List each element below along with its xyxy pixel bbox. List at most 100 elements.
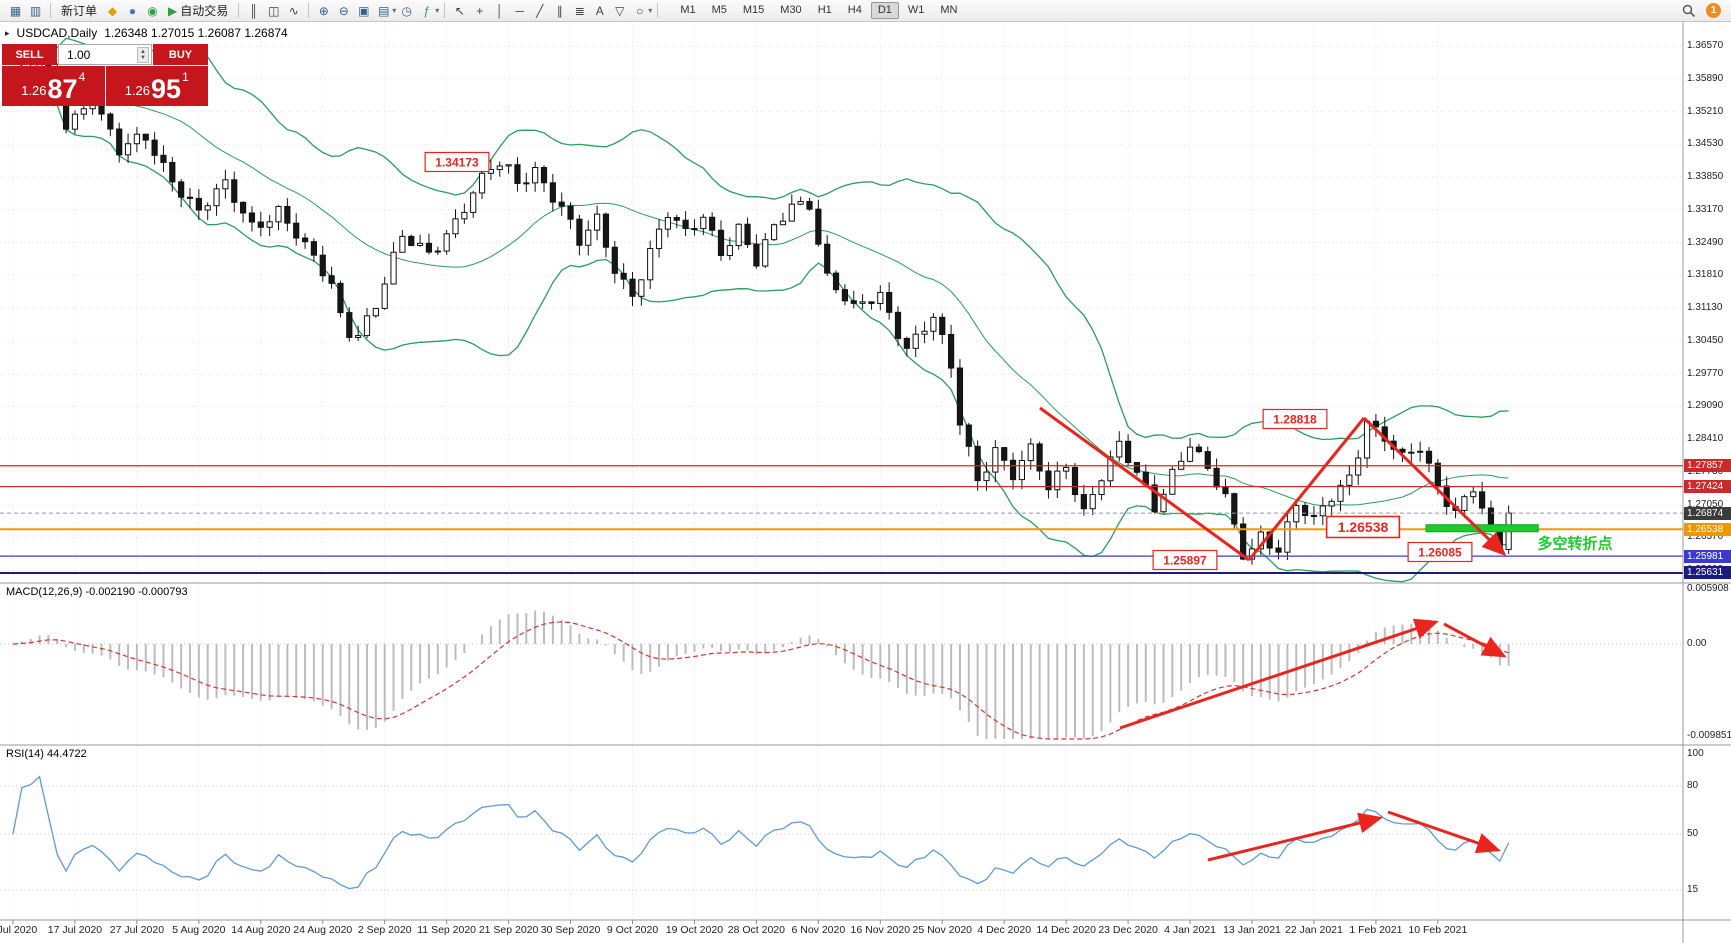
zoom-in-icon[interactable]: ⊕ [318,3,329,18]
volume-value: 1.00 [67,47,91,62]
channel-icon[interactable]: ∥ [556,3,563,18]
templates-icon[interactable]: ▤ [378,3,390,18]
price-tick: 1.33170 [1687,203,1724,215]
price-tick: 1.35210 [1687,105,1724,117]
annotation-text: 1.26085 [1418,545,1462,559]
time-label: 27 Jul 2020 [109,924,165,936]
price-tick: 1.34530 [1687,138,1724,150]
price-tick: 1.32490 [1687,236,1724,248]
line-chart-icon[interactable]: ∿ [288,3,299,18]
sell-price-point: 4 [78,70,86,84]
time-label: 21 Sep 2020 [478,924,539,936]
timeframe-mn[interactable]: MN [940,4,958,16]
volume-input[interactable]: 1.00 ▲ ▼ [58,44,152,65]
trendline-icon[interactable]: ╱ [536,3,544,18]
price-annotation-box [1325,515,1401,539]
annotation-text: 1.26538 [1338,519,1389,535]
time-label: 11 Sep 2020 [417,924,477,936]
sell-price-button[interactable]: 1.26 87 4 [2,66,105,106]
notification-badge[interactable]: 1 [1706,3,1721,18]
timeframe-m15[interactable]: M15 [742,4,765,16]
crosshair-icon[interactable]: + [476,3,484,18]
rsi-line [12,775,1510,890]
timeframe-d1[interactable]: D1 [870,2,899,19]
price-tick: 1.36570 [1687,40,1724,51]
one-click-toggle-arrow[interactable]: ▸ [5,27,10,38]
timeframe-m30[interactable]: M30 [780,4,802,16]
macd-tick: -0.009851 [1687,729,1731,741]
candle-chart-icon[interactable]: ◫ [268,3,280,18]
toolbar-separator [238,3,240,18]
bollinger-lower [12,87,1509,583]
trend-arrow-macd [1119,618,1439,730]
price-tag: 1.26874 [1684,506,1731,520]
timeframe-m1[interactable]: M1 [680,4,696,16]
timeframe-w1[interactable]: W1 [907,4,925,16]
toolbar-separator [444,3,446,18]
stepper-down-icon[interactable]: ▼ [140,54,146,61]
price-tag: 1.27424 [1684,480,1731,494]
trend-arrow-rsi [1387,810,1501,854]
price-tick: 1.28410 [1687,433,1724,445]
indicators-dropdown-icon[interactable]: ▾ [435,6,440,15]
quick-trade-icon[interactable]: ◆ [107,3,118,18]
tile-windows-icon[interactable]: ▣ [358,3,370,18]
rsi-tick: 50 [1687,828,1699,839]
horizontal-line-icon[interactable]: ─ [515,3,525,18]
ohlc-values: 1.26348 1.27015 1.26087 1.26874 [104,26,288,40]
toolbar-separator [308,3,310,18]
time-label: 14 Aug 2020 [231,924,291,936]
templates-dropdown-icon[interactable]: ▾ [392,6,397,15]
zoom-out-icon[interactable]: ⊖ [338,3,349,18]
toolbar-separator [657,3,659,18]
grid [0,22,1683,920]
indicators-icon[interactable]: ƒ [423,3,431,18]
community-icon[interactable]: ● [128,3,137,18]
price-tick: 1.27050 [1687,498,1724,510]
bar-chart-icon[interactable]: ║ [249,3,259,18]
time-label: 2 Sep 2020 [357,924,412,936]
price-tick: 1.35890 [1687,72,1724,84]
buy-price-button[interactable]: 1.26 95 1 [105,66,208,106]
timeframe-m5[interactable]: M5 [711,4,727,16]
shapes-dropdown-icon[interactable]: ▾ [648,6,653,15]
price-annotation-box [1262,408,1328,430]
trend-arrow-main [1039,406,1250,562]
price-annotation-box [424,151,490,173]
timeframe-h1[interactable]: H1 [817,4,832,16]
price-tag: 1.27857 [1684,459,1731,473]
auto-trading-label: 自动交易 [180,4,229,18]
trend-arrow-macd [1443,622,1507,658]
volume-stepper[interactable]: ▲ ▼ [137,46,149,63]
text-tool-icon[interactable]: A [595,3,604,18]
timeframe-h4[interactable]: H4 [847,4,862,16]
annotation-text: 多空转折点 [1537,534,1612,552]
shapes-icon[interactable]: ○ [636,3,644,18]
new-order-button[interactable]: 新订单 [61,4,98,18]
new-chart-icon[interactable]: ▦ [9,3,22,18]
auto-trading-play-icon: ▶ [168,3,178,18]
buy-price-int: 1.26 [124,83,151,98]
chart-header: ▸ USDCAD,Daily 1.26348 1.27015 1.26087 1… [5,26,288,40]
sell-price-pips: 87 [47,74,78,104]
vertical-line-icon[interactable]: │ [496,3,504,18]
cursor-icon[interactable]: ↖ [454,3,465,18]
cycles-icon[interactable]: ◷ [401,3,413,18]
arrow-label-icon[interactable]: ▽ [615,3,625,18]
services-icon[interactable]: ◉ [147,3,158,18]
price-tick: 1.31130 [1687,302,1723,314]
toolbar-separator [50,3,51,18]
stepper-up-icon[interactable]: ▲ [140,48,146,55]
one-click-trading-panel: SELL 1.00 ▲ ▼ BUY 1.26 87 4 1.26 95 1 [2,44,208,106]
timeframe-group: M1 M5 M15 M30 H1 H4 D1 W1 MN [673,2,964,19]
sell-button[interactable]: SELL [2,44,57,65]
fibonacci-icon[interactable]: ≣ [574,3,585,18]
auto-trading-button[interactable]: ▶ 自动交易 [163,2,233,20]
search-icon[interactable] [1679,2,1698,20]
profiles-icon[interactable]: ▥ [29,3,42,18]
buy-button[interactable]: BUY [153,44,208,65]
buy-price-point: 1 [182,70,189,84]
time-label: 16 Nov 2020 [850,924,911,936]
